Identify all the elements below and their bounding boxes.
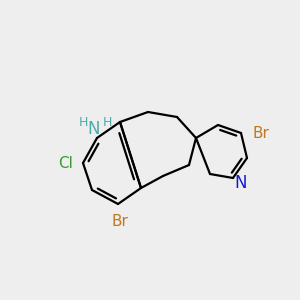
Text: Cl: Cl — [58, 155, 74, 170]
Text: H: H — [102, 116, 112, 128]
Text: N: N — [235, 174, 247, 192]
Text: Br: Br — [253, 125, 269, 140]
Text: Br: Br — [112, 214, 128, 230]
Text: N: N — [88, 120, 100, 138]
Text: H: H — [78, 116, 88, 128]
